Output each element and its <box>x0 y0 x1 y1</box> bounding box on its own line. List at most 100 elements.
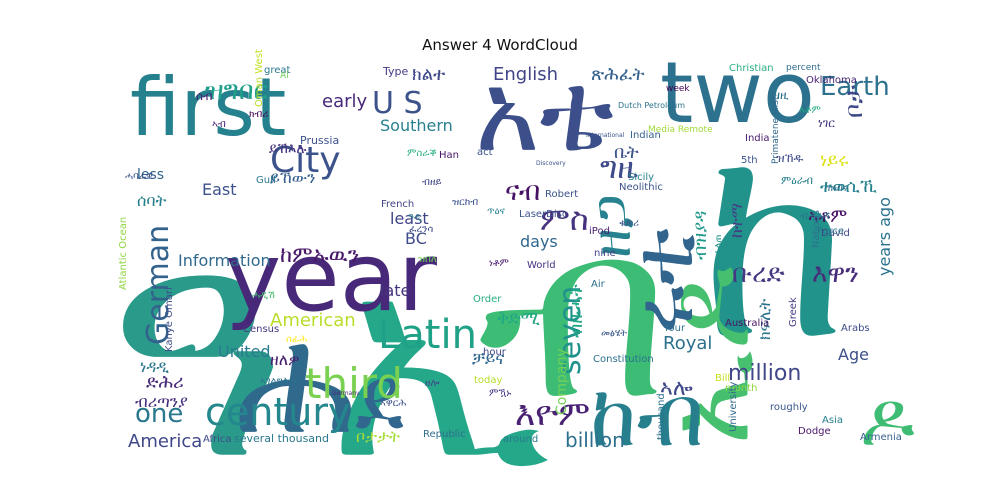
word-103: Greek <box>788 297 799 327</box>
word-146: ነቶም <box>489 258 509 269</box>
word-15: century <box>205 390 350 434</box>
word-20: seven <box>553 286 588 375</box>
word-82: Neolithic <box>619 182 663 193</box>
word-86: Media Remote <box>648 125 713 135</box>
word-137: ዝርከብ <box>452 197 478 208</box>
word-143: ክብሪ <box>249 109 268 120</box>
word-24: ዝግበር <box>205 76 269 106</box>
word-105: Constitution <box>593 354 654 365</box>
word-9: ኢዶ <box>642 266 776 445</box>
word-51: least <box>390 209 429 228</box>
word-71: ኣሎ <box>660 376 693 401</box>
word-61: ከተማ <box>727 203 746 238</box>
word-44: ብዙሓት <box>566 284 587 338</box>
word-150: ዝበለ <box>418 254 437 265</box>
word-10: ደ <box>355 347 404 452</box>
word-69: ነዳዲ <box>140 357 169 376</box>
word-136: ሰፊሕ <box>286 334 307 345</box>
word-72: ነገር <box>818 116 835 130</box>
word-60: ክፍሊት <box>755 298 774 340</box>
word-91: French <box>381 199 414 210</box>
word-23: ምስ <box>540 200 589 238</box>
word-70: ቤት <box>614 142 639 163</box>
word-141: ብሓፈሻ <box>800 211 831 222</box>
word-84: Sicily <box>628 172 654 183</box>
word-87: Primatene Mist <box>771 96 781 164</box>
word-128: International <box>586 132 625 139</box>
word-1: ኢ <box>328 204 552 500</box>
word-114: Armenia <box>860 432 902 443</box>
word-29: one <box>135 399 183 429</box>
word-142: መፅሄት <box>601 328 627 339</box>
word-123: Oman West <box>254 49 265 107</box>
word-108: Bill <box>715 373 730 384</box>
word-93: Robert <box>545 189 578 200</box>
word-53: days <box>520 232 558 251</box>
word-147: ምስራቕ <box>407 148 437 159</box>
word-50: East <box>202 180 237 199</box>
word-89: Nations <box>811 210 822 248</box>
word-27: እዋን <box>812 259 859 289</box>
word-98: Order <box>473 294 502 305</box>
word-48: ብዝያዳ <box>690 211 711 260</box>
word-140: ሓባራዊ <box>125 171 153 182</box>
word-52: BC <box>405 229 427 248</box>
word-21: Earth <box>820 72 890 102</box>
word-133: ገዛዚ <box>768 88 789 102</box>
word-121: Kanye Omari <box>164 287 175 352</box>
word-33: million <box>728 361 801 386</box>
word-6: year <box>225 223 438 333</box>
word-131: ዝኸዱ <box>776 151 804 165</box>
word-125: Dutch Petroleum <box>618 101 685 110</box>
word-148: ጥዕና <box>487 206 506 217</box>
word-37: Royal <box>663 333 712 354</box>
chart-title: Answer 4 WordCloud <box>422 36 578 54</box>
word-149: ብዘይ <box>422 177 442 188</box>
word-155: ቁጽሪ <box>619 218 639 229</box>
word-55: United <box>218 342 271 361</box>
word-99: Air <box>591 279 606 290</box>
word-64: ዘለዎ <box>270 350 299 369</box>
word-81: week <box>666 84 690 94</box>
word-43: ኣቶም <box>808 206 847 227</box>
word-104: four <box>665 323 686 334</box>
word-116: several thousand <box>234 432 329 445</box>
word-79: percent <box>786 63 821 73</box>
word-28: እዮም <box>515 394 590 434</box>
word-139: ኣብ <box>212 119 226 130</box>
word-96: iPod <box>589 226 610 237</box>
word-112: Dodge <box>798 426 831 437</box>
word-102: Arabs <box>841 323 870 334</box>
word-117: Republic <box>423 429 466 440</box>
word-41: early <box>322 91 368 112</box>
word-3: ብ <box>478 172 669 452</box>
word-115: thousand <box>656 393 667 440</box>
word-22: ግዜ <box>600 151 638 186</box>
word-119: Africa <box>203 434 232 445</box>
word-106: hour <box>483 347 507 358</box>
word-152: ኣዋርሕ <box>380 398 406 409</box>
word-95: LaserDisc <box>519 209 567 220</box>
word-5: አቴ <box>475 48 614 176</box>
word-73: ይኸእሉ <box>269 141 306 157</box>
word-135: ዝነበሩ <box>826 183 849 194</box>
word-59: ተወሲኺ <box>820 176 877 197</box>
word-47: ቦታታት <box>356 427 400 446</box>
word-126: Al <box>280 71 289 81</box>
word-129: Discovery <box>536 160 566 167</box>
word-63: ቻይና <box>472 349 504 369</box>
word-54: late <box>380 281 410 300</box>
word-14: ዶ <box>860 375 915 463</box>
word-45: ክልተ <box>412 64 445 85</box>
word-74: Prussia <box>300 134 339 147</box>
word-145: ዓዲ <box>408 212 422 223</box>
word-156: ሓዲሽ <box>252 290 275 301</box>
word-11: ከብ <box>590 367 704 466</box>
word-75: Type <box>382 65 408 78</box>
word-49: Southern <box>380 116 453 135</box>
word-4: ሐ <box>235 294 355 468</box>
word-109: month <box>725 383 757 394</box>
word-107: today <box>474 375 503 386</box>
